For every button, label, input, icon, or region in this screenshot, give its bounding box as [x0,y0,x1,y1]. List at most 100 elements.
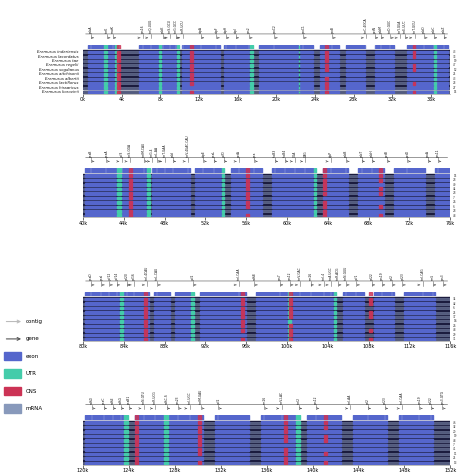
Bar [83,302,450,305]
Bar [323,197,348,199]
Bar [358,174,384,177]
Bar [284,439,287,442]
Bar [358,201,384,204]
Text: rrn16: rrn16 [309,272,312,280]
Bar [169,426,203,428]
Bar [259,82,298,84]
Bar [314,168,316,173]
Bar [379,214,382,217]
Bar [124,444,128,446]
Text: rpl23: rpl23 [401,273,404,280]
Bar [175,325,190,327]
Bar [320,51,339,53]
Bar [85,311,118,314]
Bar [358,183,384,186]
Bar [288,311,291,314]
Bar [120,329,123,332]
Bar [117,206,121,208]
Text: 6: 6 [453,205,455,209]
Bar [323,188,348,190]
Bar [272,192,312,195]
Bar [122,215,146,217]
Bar [83,183,450,185]
Bar [241,320,244,323]
Bar [88,82,104,84]
Text: trnI-4: trnI-4 [322,272,326,280]
Bar [320,55,339,58]
Bar [169,448,203,451]
Bar [374,311,394,314]
Bar [296,426,300,428]
Text: ycfD: ycfD [222,150,226,156]
Bar [152,188,190,190]
Bar [369,302,372,305]
Bar [320,60,339,62]
Bar [346,64,365,67]
Bar [346,60,365,62]
Bar [120,292,123,296]
Bar [85,210,116,212]
Bar [353,462,387,464]
Bar [375,69,394,71]
Bar [124,430,128,433]
Bar [190,91,193,94]
Bar [346,86,365,89]
Bar [83,77,450,81]
Bar [83,456,450,457]
Bar [375,78,394,80]
Bar [299,73,300,76]
Bar [289,333,292,336]
Bar [135,457,138,460]
Bar [314,201,316,204]
Bar [241,338,244,341]
Bar [122,197,146,199]
Bar [85,302,118,305]
Bar [299,45,300,49]
Bar [144,307,147,310]
Bar [292,292,333,296]
Bar [301,45,313,49]
Bar [399,444,433,446]
Bar [334,298,336,301]
Bar [83,54,450,55]
Bar [353,453,387,455]
Bar [83,329,450,331]
Bar [434,82,436,84]
Bar [83,78,450,80]
Text: psaB: psaB [89,149,93,156]
Bar [325,51,328,54]
Bar [129,179,132,182]
Bar [162,69,176,71]
Bar [108,91,114,93]
Bar [201,320,246,323]
Bar [144,315,147,319]
Bar [259,51,298,53]
Bar [261,453,295,455]
Bar [272,215,312,217]
Text: psbB: psbB [344,149,348,156]
Bar [222,168,224,173]
Bar [83,55,450,58]
Bar [159,55,161,58]
Bar [83,430,450,433]
Bar [334,334,336,336]
Bar [323,205,326,208]
Text: rps11: rps11 [436,148,440,156]
Bar [323,168,348,173]
Text: ycf3: ycf3 [120,150,124,156]
Bar [175,338,190,340]
Bar [115,82,118,84]
Text: trnN-GTU: trnN-GTU [142,390,146,403]
Bar [83,68,450,72]
Text: matK: matK [111,25,115,33]
Bar [85,329,118,332]
Bar [435,206,450,208]
Bar [320,91,339,93]
Text: petB: petB [385,150,389,156]
Bar [250,69,253,71]
Bar [159,60,161,62]
Bar [155,334,170,336]
Text: 42: 42 [453,301,457,306]
Bar [307,453,341,455]
Bar [324,461,328,465]
